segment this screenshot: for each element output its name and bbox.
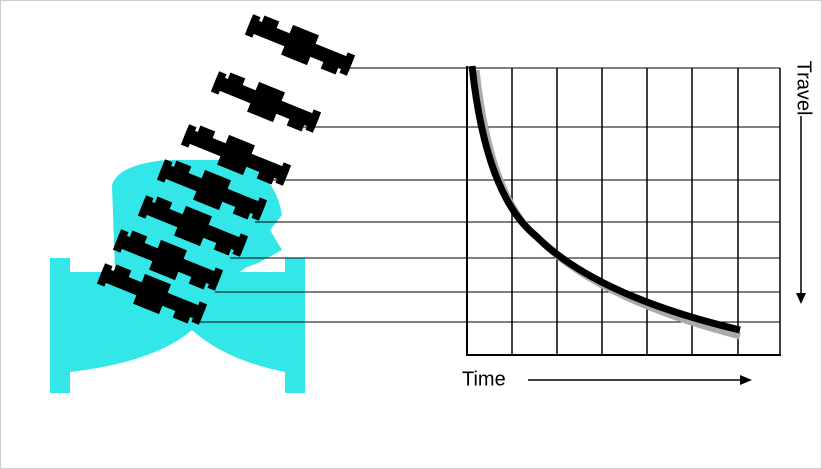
travel-curve	[468, 65, 741, 334]
graph-axes	[466, 66, 781, 356]
time-arrowhead	[740, 375, 752, 385]
travel-arrowhead	[796, 293, 806, 304]
travel-label: Travel	[793, 61, 815, 116]
time-label: Time	[462, 368, 506, 390]
